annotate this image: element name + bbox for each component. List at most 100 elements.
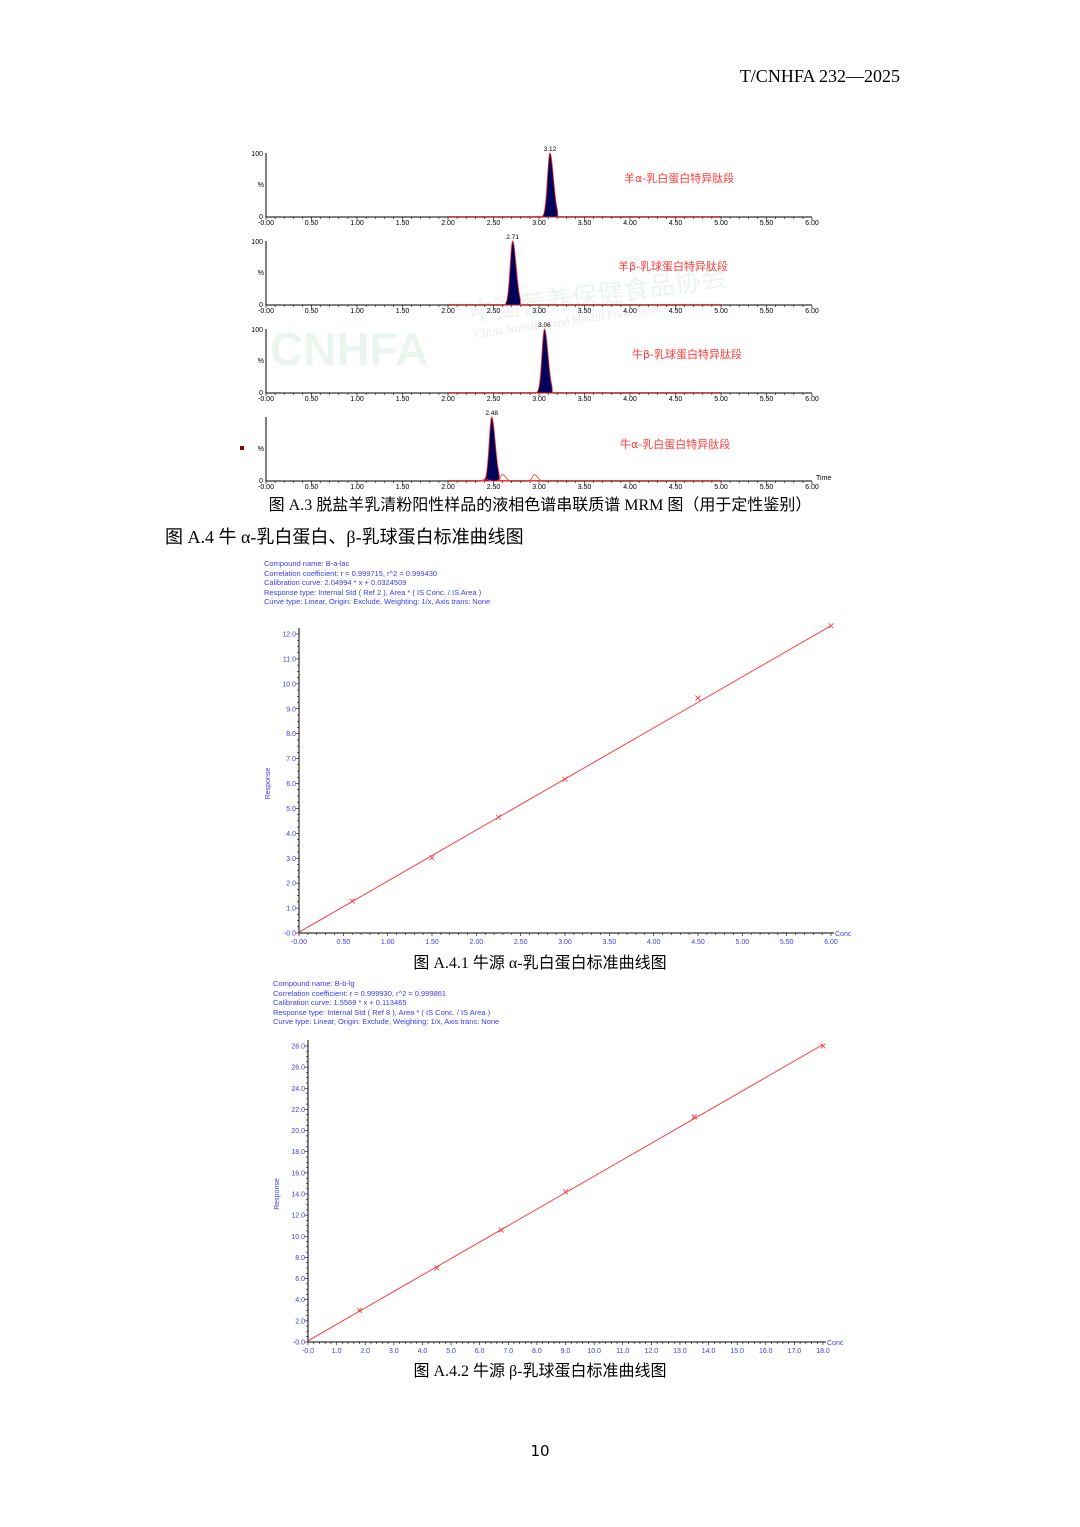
y-tick-label: 14.0 — [291, 1192, 305, 1199]
x-tick-label: 4.00 — [623, 396, 637, 403]
calibration-point — [433, 1265, 440, 1271]
x-tick-label: 4.50 — [669, 396, 683, 403]
x-tick-label: 2.00 — [441, 308, 455, 315]
x-tick-label: 3.50 — [578, 220, 592, 227]
y-tick-label: 1.0 — [286, 906, 296, 913]
y-tick-label: 6.0 — [295, 1276, 305, 1283]
x-tick-label: 18.0 — [816, 1348, 830, 1355]
calibration-point — [562, 776, 568, 783]
y-tick-label: 10.0 — [291, 1234, 305, 1241]
x-tick-label: 2.00 — [470, 939, 484, 946]
y-tick-label: 10.0 — [282, 681, 296, 688]
info-line: Calibration curve: 1.5569 * x + 0.113465 — [273, 998, 407, 1008]
x-tick-label: 4.50 — [691, 939, 705, 946]
trace-label: 羊α-乳白蛋白特异肽段 — [624, 171, 734, 185]
x-tick-label: 1.00 — [350, 396, 364, 403]
y-axis-label: Response — [265, 768, 272, 800]
x-tick-label: 1.0 — [332, 1348, 342, 1355]
x-tick-label: 4.00 — [623, 220, 637, 227]
minor-peak — [478, 478, 494, 482]
x-tick-label: 4.50 — [669, 484, 683, 491]
y-tick-label-0: 0 — [259, 302, 263, 309]
y-tick-label: 26.0 — [291, 1065, 305, 1072]
y-tick-label-percent: % — [258, 182, 264, 189]
peak-retention-label: 2.71 — [506, 234, 519, 241]
x-tick-label: -0.0 — [302, 1348, 314, 1355]
x-tick-label: 1.50 — [396, 396, 410, 403]
y-tick-label: 2.0 — [295, 1318, 305, 1325]
y-tick-label-percent: % — [258, 358, 264, 365]
document-code: T/CNHFA 232—2025 — [739, 66, 900, 86]
y-tick-label: 24.0 — [291, 1086, 305, 1093]
x-tick-label: 8.0 — [532, 1348, 542, 1355]
x-tick-label: 7.0 — [503, 1348, 513, 1355]
x-tick-label: -0.00 — [258, 220, 274, 227]
y-tick-label: 28.0 — [291, 1044, 305, 1051]
x-tick-label: 4.00 — [623, 484, 637, 491]
x-tick-label: 5.50 — [780, 939, 794, 946]
figure-a3-caption: 图 A.3 脱盐羊乳清粉阳性样品的液相色谱串联质谱 MRM 图（用于定性鉴别） — [268, 497, 812, 514]
calibration-point — [498, 1227, 504, 1233]
y-tick-label: 12.0 — [291, 1213, 305, 1220]
y-tick-label-0: 0 — [259, 214, 263, 221]
x-tick-label: 1.50 — [425, 939, 439, 946]
x-tick-label: 12.0 — [645, 1348, 659, 1355]
x-tick-label: 6.00 — [805, 396, 819, 403]
x-tick-label: 14.0 — [702, 1348, 716, 1355]
y-axis-label: Response — [274, 1178, 281, 1210]
minor-peak — [495, 474, 511, 482]
x-tick-label: 9.0 — [561, 1348, 571, 1355]
x-tick-label: 5.00 — [714, 308, 728, 315]
y-tick-label: 18.0 — [291, 1149, 305, 1156]
y-tick-label: 20.0 — [291, 1128, 305, 1135]
peak-retention-label: 3.12 — [544, 146, 557, 153]
x-tick-label: 3.50 — [578, 484, 592, 491]
chromatogram-peak — [536, 328, 553, 394]
y-tick-label: 4.0 — [295, 1297, 305, 1304]
x-axis-label-time: Time — [816, 475, 831, 482]
x-tick-label: 2.50 — [487, 220, 501, 227]
x-tick-label: 15.0 — [730, 1348, 744, 1355]
y-tick-label: 8.0 — [286, 731, 296, 738]
x-tick-label: 4.50 — [669, 220, 683, 227]
x-tick-label: 10.0 — [587, 1348, 601, 1355]
y-tick-label-100: 100 — [251, 151, 263, 158]
calibration-info-a41: Compound name: B-a-lac Correlation coeff… — [264, 559, 490, 607]
y-tick-label: -0.0 — [284, 931, 296, 938]
info-line: Calibration curve: 2.04994 * x + 0.03245… — [264, 578, 407, 588]
calibration-point — [349, 898, 355, 904]
chromatogram-peak — [541, 152, 559, 218]
legend-marker — [240, 446, 244, 450]
x-tick-label: 5.50 — [760, 308, 774, 315]
x-tick-label: 3.0 — [389, 1348, 399, 1355]
trace-label: 羊β-乳球蛋白特异肽段 — [618, 259, 728, 273]
y-tick-label: 3.0 — [286, 856, 296, 863]
calibration-point — [695, 695, 701, 701]
x-tick-label: 13.0 — [673, 1348, 687, 1355]
y-tick-label: -0.0 — [293, 1340, 305, 1347]
calibration-point — [495, 814, 502, 820]
x-tick-label: 3.50 — [603, 939, 617, 946]
x-tick-label: 1.50 — [396, 308, 410, 315]
x-tick-label: 2.00 — [441, 396, 455, 403]
calibration-point — [356, 1307, 363, 1314]
x-tick-label: 3.00 — [532, 220, 546, 227]
info-line: Compound name: B-b-lg — [273, 979, 355, 988]
x-tick-label: 3.00 — [532, 308, 546, 315]
info-line: Correlation coefficient: r = 0.999930, r… — [273, 988, 447, 998]
x-tick-label: 3.50 — [578, 308, 592, 315]
y-tick-label-100: 100 — [251, 327, 263, 334]
x-tick-label: 1.00 — [350, 220, 364, 227]
x-tick-label: 3.00 — [532, 396, 546, 403]
figure-a42-caption: 图 A.4.2 牛源 β-乳球蛋白标准曲线图 — [413, 1363, 667, 1380]
x-tick-label: 2.00 — [441, 220, 455, 227]
peak-retention-label: 2.48 — [485, 410, 498, 417]
x-tick-label: 3.00 — [558, 939, 572, 946]
x-tick-label: 5.00 — [714, 396, 728, 403]
figure-a41-caption: 图 A.4.1 牛源 α-乳白蛋白标准曲线图 — [413, 955, 667, 972]
x-tick-label: 6.00 — [805, 220, 819, 227]
calibration-fit-line — [307, 1044, 824, 1342]
x-tick-label: -0.00 — [258, 308, 274, 315]
x-tick-label: 5.00 — [736, 939, 750, 946]
